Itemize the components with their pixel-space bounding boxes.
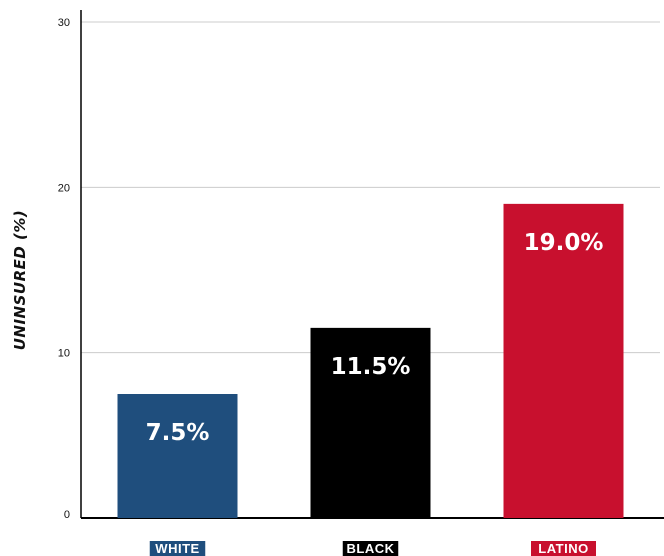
bar-black bbox=[310, 327, 431, 518]
bar-latino bbox=[503, 203, 624, 518]
category-label-bg bbox=[149, 541, 206, 556]
data-label: 7.5% bbox=[146, 420, 210, 446]
bars: 7.5% 11.5% 19.0% bbox=[117, 203, 624, 518]
category-label-bg bbox=[342, 541, 399, 556]
category-label: WHITE bbox=[155, 541, 199, 556]
data-label: 19.0% bbox=[524, 230, 604, 256]
x-axis-labels: WHITE BLACK LATINO bbox=[149, 541, 596, 556]
y-axis-ticks: 0 10 20 30 bbox=[58, 17, 70, 521]
category-label-bg bbox=[531, 541, 596, 556]
y-tick-label: 0 bbox=[64, 509, 70, 521]
y-axis-label: UNINSURED (%) bbox=[11, 210, 29, 351]
category-label: BLACK bbox=[347, 541, 395, 556]
category-label: LATINO bbox=[538, 541, 588, 556]
y-tick-label: 20 bbox=[58, 182, 70, 194]
bar-white bbox=[117, 394, 238, 518]
data-label: 11.5% bbox=[331, 354, 411, 380]
y-tick-label: 10 bbox=[58, 348, 70, 360]
y-tick-label: 30 bbox=[58, 17, 70, 29]
